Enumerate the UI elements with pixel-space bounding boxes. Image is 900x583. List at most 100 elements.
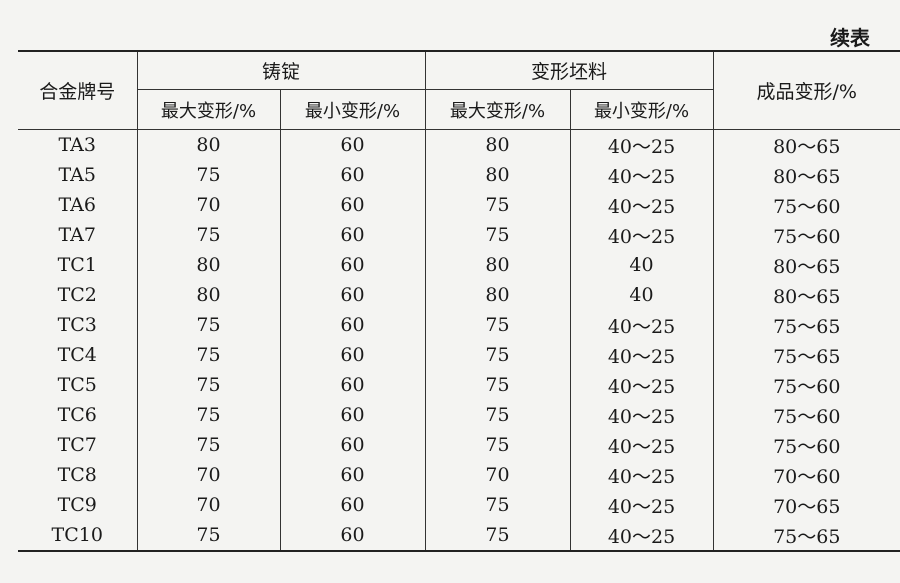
cell-ingot-max: 75 — [136, 400, 280, 430]
header-billet: 变形坯料 — [424, 50, 714, 90]
cell-ingot-min: 60 — [279, 129, 426, 160]
table-row: TC6 75 60 75 40～25 75～60 — [18, 400, 900, 430]
cell-alloy: TC3 — [57, 314, 97, 336]
cell-product: 75～65 — [712, 520, 900, 552]
cell-billet-max: 75 — [424, 340, 571, 370]
cell-billet-max: 80 — [424, 250, 571, 280]
cell-alloy: TC8 — [57, 464, 97, 486]
cell-ingot-min: 60 — [279, 490, 426, 520]
cell-billet-min: 40～25 — [569, 430, 714, 460]
cell-product: 75～65 — [712, 340, 900, 370]
cell-ingot-min: 60 — [279, 340, 426, 370]
cell-billet-max: 75 — [424, 190, 571, 220]
cell-billet-min: 40～25 — [569, 310, 714, 340]
cell-billet-min: 40 — [569, 280, 714, 310]
cell-ingot-max: 80 — [136, 129, 280, 160]
cell-ingot-max: 75 — [136, 520, 280, 552]
table-row: TA5 75 60 80 40～25 80～65 — [18, 160, 900, 190]
cell-alloy: TC10 — [18, 520, 137, 552]
cell-ingot-max: 80 — [136, 280, 280, 310]
table-row: TC5 75 60 75 40～25 75～60 — [18, 370, 900, 400]
continued-label: 续表 — [830, 26, 870, 50]
cell-alloy: TA7 — [58, 224, 96, 246]
header-product: 成品变形/% — [712, 50, 900, 130]
cell-product: 75～60 — [712, 220, 900, 250]
header-alloy: 合金牌号 — [18, 50, 137, 130]
cell-billet-min: 40～25 — [569, 340, 714, 370]
table-row: TA7 75 60 75 40～25 75～60 — [18, 220, 900, 250]
cell-ingot-max: 75 — [136, 340, 280, 370]
cell-billet-min: 40～25 — [569, 400, 714, 430]
cell-alloy: TC1 — [57, 254, 97, 276]
cell-ingot-min: 60 — [279, 190, 426, 220]
table-row: TC2 80 60 80 40 80～65 — [18, 280, 900, 310]
cell-ingot-min: 60 — [279, 220, 426, 250]
cell-alloy: TC7 — [57, 434, 97, 456]
cell-product: 75～65 — [712, 310, 900, 340]
cell-product: 75～60 — [712, 370, 900, 400]
cell-ingot-max: 75 — [136, 310, 280, 340]
cell-billet-max: 70 — [424, 460, 571, 490]
cell-billet-min: 40～25 — [569, 220, 714, 250]
cell-product: 70～60 — [712, 460, 900, 490]
cell-billet-max: 80 — [424, 160, 571, 190]
cell-ingot-max: 75 — [136, 370, 280, 400]
table-row: TC1 80 60 80 40 80～65 — [18, 250, 900, 280]
cell-billet-max: 80 — [424, 129, 571, 160]
header-ingot-max: 最大变形/% — [136, 89, 280, 130]
cell-ingot-max: 75 — [136, 160, 280, 190]
cell-alloy: TA6 — [58, 194, 96, 216]
cell-alloy: TC5 — [57, 374, 97, 396]
cell-billet-min: 40～25 — [569, 370, 714, 400]
cell-ingot-max: 70 — [136, 460, 280, 490]
table-row: TC3 75 60 75 40～25 75～65 — [18, 310, 900, 340]
cell-ingot-min: 60 — [279, 400, 426, 430]
cell-billet-max: 75 — [424, 310, 571, 340]
table-row: TC8 70 60 70 40～25 70～60 — [18, 460, 900, 490]
cell-ingot-min: 60 — [279, 460, 426, 490]
cell-product: 80～65 — [712, 129, 900, 160]
cell-billet-min: 40～25 — [569, 520, 714, 552]
cell-product: 80～65 — [712, 280, 900, 310]
cell-product: 80～65 — [712, 160, 900, 190]
deformation-table: 合金牌号 铸锭 变形坯料 成品变形/% 最大变形/% 最小变形/% 最大变形/%… — [18, 50, 900, 552]
cell-billet-max: 75 — [424, 400, 571, 430]
header-billet-min: 最小变形/% — [569, 89, 714, 130]
cell-alloy: TC6 — [57, 404, 97, 426]
cell-ingot-min: 60 — [279, 280, 426, 310]
cell-billet-min: 40～25 — [569, 460, 714, 490]
cell-alloy: TA5 — [58, 164, 96, 186]
cell-alloy: TC2 — [57, 284, 97, 306]
cell-product: 70～65 — [712, 490, 900, 520]
cell-billet-min: 40～25 — [569, 129, 714, 160]
header-billet-max: 最大变形/% — [424, 89, 571, 130]
cell-ingot-max: 80 — [136, 250, 280, 280]
cell-alloy: TA3 — [58, 134, 96, 156]
cell-alloy: TC9 — [57, 494, 97, 516]
cell-product: 75～60 — [712, 190, 900, 220]
cell-billet-max: 75 — [424, 220, 571, 250]
cell-billet-max: 80 — [424, 280, 571, 310]
table-row: TC9 70 60 75 40～25 70～65 — [18, 490, 900, 520]
cell-billet-max: 75 — [424, 520, 571, 552]
cell-ingot-min: 60 — [279, 370, 426, 400]
cell-billet-min: 40～25 — [569, 160, 714, 190]
cell-billet-min: 40～25 — [569, 190, 714, 220]
table-row: TC7 75 60 75 40～25 75～60 — [18, 430, 900, 460]
cell-ingot-min: 60 — [279, 160, 426, 190]
cell-alloy: TC4 — [57, 344, 97, 366]
table-row: TA3 80 60 80 40～25 80～65 — [18, 129, 900, 160]
header-ingot-min: 最小变形/% — [279, 89, 426, 130]
cell-ingot-max: 75 — [136, 430, 280, 460]
table-row: TA6 70 60 75 40～25 75～60 — [18, 190, 900, 220]
header-ingot: 铸锭 — [136, 50, 426, 90]
cell-ingot-max: 70 — [136, 190, 280, 220]
cell-ingot-min: 60 — [279, 310, 426, 340]
cell-billet-max: 75 — [424, 490, 571, 520]
table-row: TC4 75 60 75 40～25 75～65 — [18, 340, 900, 370]
cell-billet-max: 75 — [424, 370, 571, 400]
cell-ingot-min: 60 — [279, 250, 426, 280]
cell-product: 80～65 — [712, 250, 900, 280]
cell-ingot-min: 60 — [279, 430, 426, 460]
cell-product: 75～60 — [712, 430, 900, 460]
